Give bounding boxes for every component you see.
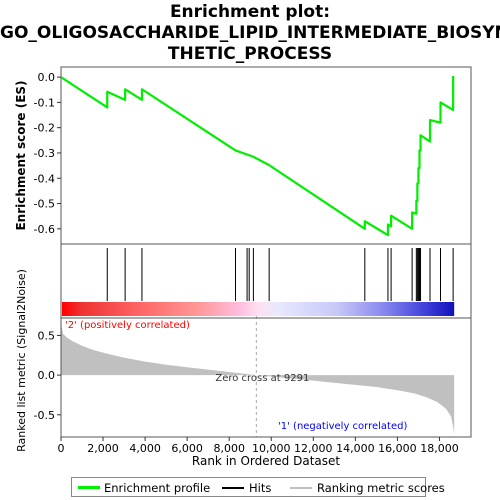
metric-axis-label: Ranked list metric (Signal2Noise)	[15, 269, 28, 452]
es-axis-label: Enrichment score (ES)	[14, 80, 28, 230]
chart-title-line-1: Enrichment plot:	[169, 2, 331, 22]
x-tick-label-3: 6,000	[171, 442, 203, 455]
legend-swatch-metric	[290, 487, 312, 489]
x-tick-label-8: 16,000	[378, 442, 417, 455]
chart-title-line-3: THETIC_PROCESS	[167, 44, 333, 64]
ranked-list-heatmap	[62, 302, 455, 316]
es-tick-label-2: -0.2	[34, 122, 55, 135]
es-tick-label-5: -0.5	[34, 198, 55, 211]
legend-label-metric: Ranking metric scores	[317, 481, 445, 495]
x-tick-label-0: 0	[58, 442, 65, 455]
x-tick-label-2: 4,000	[129, 442, 161, 455]
metric-tick-label-2: -0.5	[34, 409, 55, 422]
es-panel-frame	[60, 66, 472, 245]
x-tick-label-6: 12,000	[294, 442, 333, 455]
ranking-metric-area	[61, 323, 455, 435]
es-tick-label-6: -0.6	[34, 223, 55, 236]
metric-tick-label-0: 0.5	[38, 329, 56, 342]
chart-title-line-2: GO_OLIGOSACCHARIDE_LIPID_INTERMEDIATE_BI…	[0, 23, 500, 43]
es-tick-label-0: 0.0	[38, 71, 56, 84]
chart-legend: Enrichment profile Hits Ranking metric s…	[71, 477, 445, 497]
legend-swatch-enrichment	[78, 486, 100, 489]
legend-swatch-hits	[222, 487, 244, 489]
enrichment-profile-line	[60, 75, 455, 237]
zero-cross-label: Zero cross at 9291	[215, 373, 309, 384]
x-tick-label-7: 14,000	[336, 442, 375, 455]
negative-correlation-label: '1' (negatively correlated)	[278, 421, 407, 432]
metric-panel-frame	[60, 317, 472, 438]
x-tick-label-5: 10,000	[252, 442, 291, 455]
es-tick-label-4: -0.4	[34, 172, 55, 185]
es-tick-label-1: -0.1	[34, 96, 55, 109]
x-axis-label: Rank in Ordered Dataset	[192, 454, 340, 468]
positive-correlation-label: '2' (positively correlated)	[65, 320, 190, 331]
es-tick-label-3: -0.3	[34, 147, 55, 160]
legend-label-enrichment: Enrichment profile	[104, 481, 211, 495]
x-tick-label-9: 18,000	[420, 442, 459, 455]
x-tick-label-1: 2,000	[87, 442, 119, 455]
x-tick-label-4: 8,000	[213, 442, 245, 455]
legend-label-hits: Hits	[249, 481, 272, 495]
metric-tick-label-1: 0.0	[38, 369, 56, 382]
